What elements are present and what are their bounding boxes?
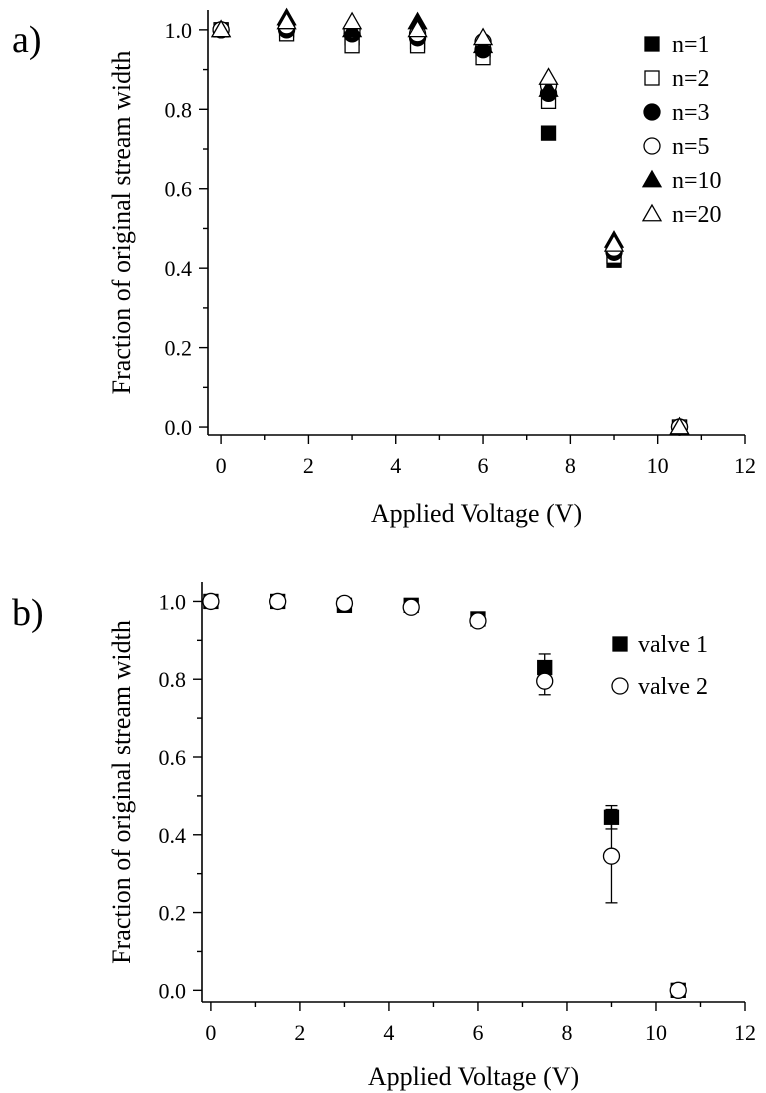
x-axis-label: Applied Voltage (V) bbox=[368, 1062, 579, 1091]
data-point bbox=[269, 592, 287, 611]
y-tick-label: 0.2 bbox=[159, 901, 187, 926]
legend-label: n=1 bbox=[672, 32, 710, 58]
y-tick-label: 0.8 bbox=[159, 667, 187, 692]
data-point bbox=[402, 598, 420, 616]
x-tick-label: 6 bbox=[472, 1020, 483, 1045]
y-tick-label: 0.6 bbox=[165, 177, 193, 202]
x-tick-label: 8 bbox=[565, 453, 576, 478]
data-point bbox=[537, 659, 553, 676]
y-tick-label: 0.0 bbox=[165, 415, 193, 440]
data-point bbox=[603, 809, 620, 825]
legend-label: valve 2 bbox=[638, 674, 708, 700]
data-point bbox=[602, 847, 621, 865]
data-point bbox=[341, 11, 363, 30]
y-tick-label: 0.4 bbox=[159, 823, 187, 848]
data-point bbox=[540, 125, 557, 141]
panel-label: b) bbox=[12, 592, 44, 634]
legend-label: n=10 bbox=[672, 168, 722, 194]
legend-marker bbox=[641, 169, 663, 188]
y-axis-label: Fraction of original stream width bbox=[107, 51, 136, 395]
data-point bbox=[538, 79, 559, 97]
x-tick-label: 8 bbox=[561, 1020, 572, 1045]
panel-label: a) bbox=[12, 19, 42, 61]
legend-label: n=5 bbox=[672, 134, 710, 160]
x-tick-label: 10 bbox=[647, 453, 669, 478]
legend-label: n=20 bbox=[672, 202, 722, 228]
y-axis-label: Fraction of original stream width bbox=[107, 620, 136, 964]
x-tick-label: 0 bbox=[216, 453, 227, 478]
data-point bbox=[335, 594, 354, 613]
x-tick-label: 6 bbox=[478, 453, 489, 478]
y-tick-label: 0.8 bbox=[165, 97, 193, 122]
chart-panel-2: 0.0 0.2 0.4 0.6 0.8 1.0 0 2 4 6 8 10 12 Applied Volta… bbox=[12, 582, 756, 1091]
y-tick-label: 0.6 bbox=[159, 745, 187, 770]
x-tick-label: 12 bbox=[734, 1020, 756, 1045]
series-n-1 bbox=[213, 22, 688, 435]
legend-label: n=2 bbox=[672, 66, 710, 92]
chart-panel-1: 0.0 0.2 0.4 0.6 0.8 1.0 0 2 4 6 8 10 12 Applied Volta… bbox=[12, 7, 756, 528]
series-valve-1 bbox=[203, 593, 686, 998]
x-tick-label: 12 bbox=[734, 453, 756, 478]
x-tick-label: 4 bbox=[390, 453, 401, 478]
x-tick-label: 2 bbox=[303, 453, 314, 478]
series-n-20 bbox=[210, 11, 690, 435]
legend-marker bbox=[643, 103, 661, 121]
legend-marker bbox=[611, 677, 629, 695]
x-tick-label: 0 bbox=[205, 1020, 216, 1045]
x-axis-label: Applied Voltage (V) bbox=[371, 499, 582, 528]
data-point bbox=[669, 416, 690, 435]
data-point bbox=[538, 67, 559, 85]
series-valve-2 bbox=[202, 592, 687, 999]
data-point bbox=[536, 672, 554, 690]
y-tick-label: 0.2 bbox=[165, 336, 193, 361]
data-point bbox=[210, 19, 232, 38]
legend-marker bbox=[641, 203, 663, 222]
data-point bbox=[276, 11, 297, 30]
y-tick-label: 0.4 bbox=[165, 256, 193, 281]
y-tick-label: 1.0 bbox=[165, 18, 193, 43]
legend-label: n=3 bbox=[672, 100, 710, 126]
x-tick-label: 2 bbox=[294, 1020, 305, 1045]
legend-marker bbox=[644, 70, 660, 86]
y-tick-label: 1.0 bbox=[159, 589, 187, 614]
data-point bbox=[472, 27, 494, 46]
y-tick-label: 0.0 bbox=[159, 978, 187, 1003]
data-point bbox=[407, 19, 428, 38]
legend-label: valve 1 bbox=[638, 632, 708, 658]
data-point bbox=[603, 234, 625, 252]
legend: n=1 n=2 n=3 n=5 n=10 n=20 bbox=[641, 32, 722, 228]
series-n-2 bbox=[213, 22, 688, 435]
series-n-10 bbox=[210, 7, 690, 435]
x-tick-label: 10 bbox=[645, 1020, 667, 1045]
data-point bbox=[469, 612, 487, 630]
legend-marker bbox=[644, 36, 660, 52]
data-point bbox=[202, 592, 220, 611]
series-n-5 bbox=[212, 17, 689, 436]
legend: valve 1 valve 2 bbox=[611, 632, 708, 700]
data-point bbox=[669, 981, 687, 999]
x-tick-label: 4 bbox=[383, 1020, 394, 1045]
series-n-3 bbox=[212, 21, 689, 436]
legend-marker bbox=[643, 137, 661, 155]
legend-marker bbox=[612, 636, 628, 652]
